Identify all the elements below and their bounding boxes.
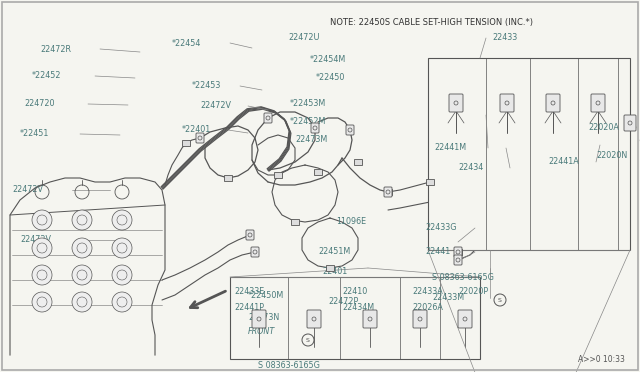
Bar — [182, 140, 190, 146]
FancyBboxPatch shape — [252, 310, 266, 328]
Text: 22020P: 22020P — [458, 288, 488, 296]
FancyBboxPatch shape — [196, 133, 204, 143]
FancyBboxPatch shape — [624, 115, 636, 131]
Text: 22472U: 22472U — [288, 33, 319, 42]
Text: *22453M: *22453M — [290, 99, 326, 109]
Text: *22401: *22401 — [182, 125, 211, 135]
Circle shape — [72, 265, 92, 285]
Text: 22434: 22434 — [458, 164, 483, 173]
Text: *22452: *22452 — [32, 71, 61, 80]
FancyBboxPatch shape — [384, 187, 392, 197]
FancyBboxPatch shape — [311, 123, 319, 133]
FancyBboxPatch shape — [251, 247, 259, 257]
FancyBboxPatch shape — [449, 94, 463, 112]
Text: 22410: 22410 — [342, 288, 367, 296]
Circle shape — [112, 238, 132, 258]
Text: 22441A: 22441A — [548, 157, 579, 167]
FancyBboxPatch shape — [246, 230, 254, 240]
Text: FRONT: FRONT — [248, 327, 275, 337]
Text: 22433E: 22433E — [234, 288, 264, 296]
Text: 22026A: 22026A — [412, 304, 443, 312]
FancyBboxPatch shape — [591, 94, 605, 112]
Bar — [428, 58, 630, 250]
Text: 22433A: 22433A — [412, 288, 443, 296]
Text: 22433G: 22433G — [425, 224, 456, 232]
Circle shape — [72, 238, 92, 258]
FancyBboxPatch shape — [546, 94, 560, 112]
Bar — [291, 219, 299, 225]
Text: 224720: 224720 — [24, 99, 54, 109]
Bar — [354, 159, 362, 165]
Circle shape — [72, 210, 92, 230]
Text: 11096E: 11096E — [336, 218, 366, 227]
FancyBboxPatch shape — [454, 247, 462, 257]
Text: *22454: *22454 — [172, 38, 202, 48]
Text: *22453: *22453 — [192, 81, 221, 90]
Bar — [326, 265, 334, 271]
Text: *22450M: *22450M — [248, 291, 284, 299]
Text: A>>0 10:33: A>>0 10:33 — [578, 356, 625, 365]
Text: 22441M: 22441M — [434, 144, 466, 153]
FancyBboxPatch shape — [363, 310, 377, 328]
Text: 22020A: 22020A — [588, 124, 619, 132]
Text: 22473N: 22473N — [248, 314, 279, 323]
Circle shape — [112, 265, 132, 285]
FancyBboxPatch shape — [458, 310, 472, 328]
FancyBboxPatch shape — [346, 125, 354, 135]
Bar — [384, 189, 392, 195]
Text: S: S — [306, 337, 310, 343]
Text: 22441P: 22441P — [234, 304, 264, 312]
Text: S: S — [498, 298, 502, 302]
FancyBboxPatch shape — [307, 310, 321, 328]
Circle shape — [32, 210, 52, 230]
FancyBboxPatch shape — [454, 255, 462, 265]
Circle shape — [112, 210, 132, 230]
Text: NOTE: 22450S CABLE SET-HIGH TENSION (INC.*): NOTE: 22450S CABLE SET-HIGH TENSION (INC… — [330, 17, 533, 26]
Text: 22433: 22433 — [492, 33, 517, 42]
Text: 22451M: 22451M — [318, 247, 350, 257]
Bar — [314, 169, 322, 175]
FancyBboxPatch shape — [500, 94, 514, 112]
Text: 22472R: 22472R — [40, 45, 71, 54]
Bar — [454, 249, 462, 255]
Text: 22401: 22401 — [322, 267, 348, 276]
Text: *22450: *22450 — [316, 74, 346, 83]
Text: 22433M: 22433M — [432, 294, 464, 302]
Circle shape — [32, 292, 52, 312]
FancyBboxPatch shape — [264, 113, 272, 123]
Text: *22454M: *22454M — [310, 55, 346, 64]
Circle shape — [32, 238, 52, 258]
Bar — [224, 175, 232, 181]
Text: 22020N: 22020N — [596, 151, 627, 160]
Circle shape — [112, 292, 132, 312]
FancyBboxPatch shape — [413, 310, 427, 328]
Text: *22452M: *22452M — [290, 118, 326, 126]
Text: 22473M: 22473M — [295, 135, 327, 144]
Text: 22472V: 22472V — [20, 235, 51, 244]
Text: 22472V: 22472V — [12, 186, 43, 195]
Bar — [230, 277, 480, 359]
Circle shape — [32, 265, 52, 285]
Bar — [274, 172, 282, 178]
Text: 22472P: 22472P — [328, 298, 358, 307]
Text: *22451: *22451 — [20, 129, 49, 138]
Circle shape — [72, 292, 92, 312]
Text: S 08363-6165G: S 08363-6165G — [258, 360, 320, 369]
Text: 22472V: 22472V — [200, 102, 231, 110]
Bar — [426, 179, 434, 185]
Text: 22434M: 22434M — [342, 304, 374, 312]
Text: 22441: 22441 — [425, 247, 451, 257]
Text: S 08363-6165G: S 08363-6165G — [432, 273, 494, 282]
